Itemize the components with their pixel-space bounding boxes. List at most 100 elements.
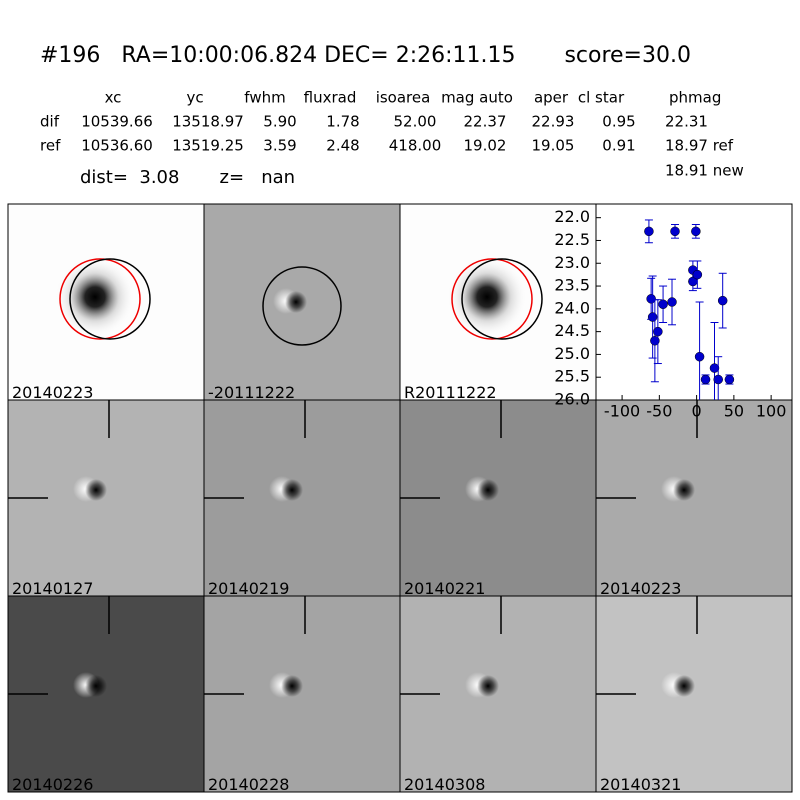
table-cell: 1.78 [326,113,359,131]
column-header: xc [105,89,122,107]
table-cell: 13518.97 [172,113,244,131]
aperture-circle [69,258,151,340]
point [700,374,711,385]
summary: dist= 3.08 z= nan [80,167,295,188]
table-cell: 52.00 [394,113,437,131]
point [691,226,701,237]
table-cell: 0.95 [602,113,635,131]
plot-frame [595,203,793,401]
x-tick-label: 0 [692,402,702,421]
column-header: fwhm [244,89,285,107]
aperture-circle [262,266,342,346]
dipole-dark [673,479,695,501]
stamp-label: 20140223 [600,579,681,598]
stamp: 20140223 [595,399,793,598]
stamp: 20140219 [203,399,401,598]
stamp-label: 20140321 [600,775,681,794]
point [713,374,723,385]
dipole-dark [85,675,107,697]
table-cell: 0.91 [602,137,635,155]
ref-circle [59,258,141,340]
column-header: cl star [578,89,625,107]
stamp: 20140223 [7,203,205,402]
stamp-label: R20111222 [404,383,497,402]
y-tick-label: 23.0 [554,253,590,272]
dipole-dark [85,479,107,501]
table-cell: 22.37 [464,113,507,131]
dipole-dark [285,291,307,313]
y-tick-label: 24.5 [554,321,590,340]
row-label: dif [40,113,60,131]
stamp: 20140221 [399,399,597,598]
stamp-label: 20140127 [12,579,93,598]
point [709,363,720,373]
stamp-frame [595,595,793,793]
dipole-dark [477,479,499,501]
y-tick-label: 24.0 [554,298,590,317]
x-tick-label: 100 [756,402,787,421]
column-header: aper [534,89,569,107]
column-header: fluxrad [304,89,357,107]
table-cell: 22.31 [665,113,708,131]
source-blob [55,257,135,337]
point [650,335,660,346]
dipole-dark [281,479,303,501]
table-cell: 10536.60 [81,137,153,155]
dipole-dark [281,675,303,697]
point [658,299,668,310]
x-tick-label: -50 [646,402,672,421]
ref-circle [451,258,533,340]
stamp-label: 20140308 [404,775,485,794]
y-tick-label: 22.5 [554,230,590,249]
point [724,374,735,385]
x-tick-label: 50 [724,402,744,421]
stamp: 20140228 [203,595,401,794]
point [670,226,680,237]
dipole-dark [477,675,499,697]
x-tick-label: -100 [604,402,640,421]
y-tick-label: 26.0 [554,390,590,409]
stamp-label: 20140226 [12,775,93,794]
point [667,297,677,307]
stamp: 20140308 [399,595,597,794]
stamp: 20140321 [595,595,793,794]
point [644,226,654,237]
table-cell: 418.00 [389,137,442,155]
point [692,269,703,280]
table-cell: 19.05 [532,137,575,155]
table-cell: 18.97 ref [665,137,734,155]
stamp: -20111222 [203,203,401,402]
y-tick-label: 25.0 [554,344,590,363]
y-tick-label: 22.0 [554,207,590,226]
column-header: yc [186,89,203,107]
table-cell: 13519.25 [172,137,244,155]
y-tick-label: 25.5 [554,367,590,386]
table-cell: 2.48 [326,137,359,155]
table-cell: 19.02 [464,137,507,155]
stamp: 20140226 [7,595,205,794]
row-label: ref [40,137,61,155]
point [647,312,658,322]
column-header: mag auto [441,89,513,107]
stamp-label: 20140219 [208,579,289,598]
stamp-label: 20140228 [208,775,289,794]
column-header: isoarea [376,89,431,107]
stamp-label: 20140221 [404,579,485,598]
stamp-label: 20140223 [12,383,93,402]
column-header: phmag [669,89,721,107]
point [694,351,705,362]
source-blob [447,257,527,337]
table-cell: 10539.66 [81,113,153,131]
dipole-dark [673,675,695,697]
point [717,295,728,306]
y-tick-label: 23.5 [554,276,590,295]
table-cell: 5.90 [263,113,296,131]
aperture-circle [461,258,543,340]
stamp: 20140127 [7,399,205,598]
point [653,326,663,337]
point [646,294,656,304]
table-cell: 22.93 [532,113,575,131]
table-cell: 3.59 [263,137,296,155]
stamp-label: -20111222 [208,383,295,402]
